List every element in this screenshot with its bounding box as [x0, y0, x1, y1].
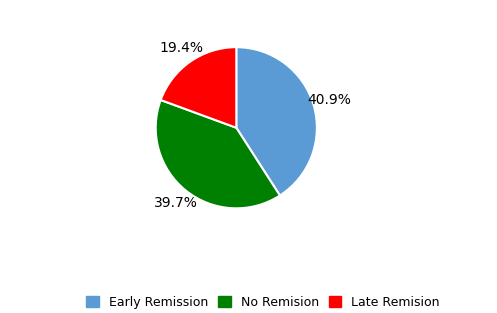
Legend: Early Remission, No Remision, Late Remision: Early Remission, No Remision, Late Remis…	[83, 292, 444, 313]
Wedge shape	[236, 47, 317, 196]
Text: 19.4%: 19.4%	[159, 41, 203, 55]
Wedge shape	[156, 100, 280, 208]
Wedge shape	[161, 47, 236, 128]
Text: 40.9%: 40.9%	[307, 94, 351, 107]
Text: 39.7%: 39.7%	[154, 196, 198, 210]
